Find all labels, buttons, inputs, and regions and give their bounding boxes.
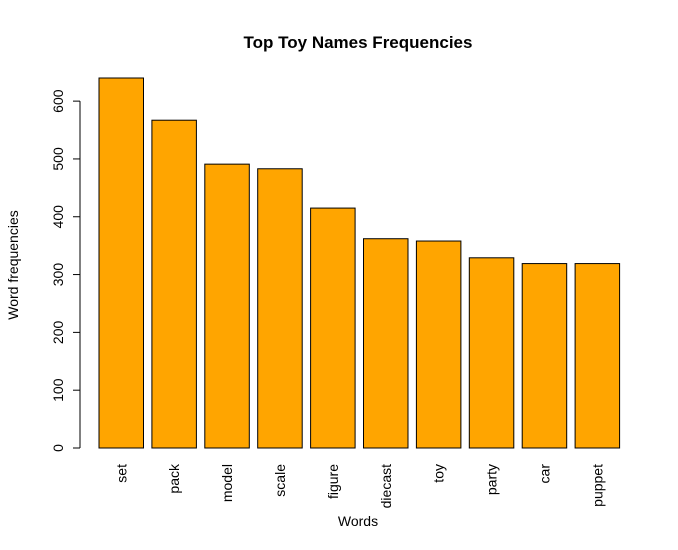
x-tick-label-model: model [219,464,235,502]
y-tick-label-500: 500 [50,147,66,171]
bar-puppet [574,263,621,449]
bar-pack [151,119,197,449]
x-axis-label: Words [338,513,378,529]
bar-set [98,77,144,449]
y-tick-label-400: 400 [50,205,66,229]
x-tick-label-pack: pack [166,463,182,494]
y-tick-label-600: 600 [50,89,66,113]
bar-party [468,257,515,449]
y-tick-label-200: 200 [50,320,66,344]
x-tick-label-set: set [113,464,129,483]
bars-group [98,77,621,449]
x-tick-label-figure: figure [325,464,341,499]
y-axis-label: Word frequencies [5,210,21,319]
bar-toy [415,240,462,449]
bar-car [521,263,568,449]
x-tick-label-puppet: puppet [589,464,605,507]
bar-figure [310,207,356,449]
bar-diecast [363,238,409,449]
y-tick-label-0: 0 [50,444,66,452]
bar-model [204,163,250,449]
chart-title: Top Toy Names Frequencies [244,33,473,52]
y-tick-label-300: 300 [50,263,66,287]
x-tick-label-toy: toy [431,464,447,483]
y-axis: 0 100 200 300 400 500 600 [50,89,81,452]
x-tick-label-car: car [536,464,552,484]
x-tick-label-party: party [484,464,500,495]
y-tick-label-100: 100 [50,378,66,402]
x-tick-labels: set pack model scale figure diecast toy party ca… [113,463,605,508]
x-tick-label-scale: scale [272,464,288,497]
bar-scale [257,168,303,449]
x-tick-label-diecast: diecast [378,464,394,508]
